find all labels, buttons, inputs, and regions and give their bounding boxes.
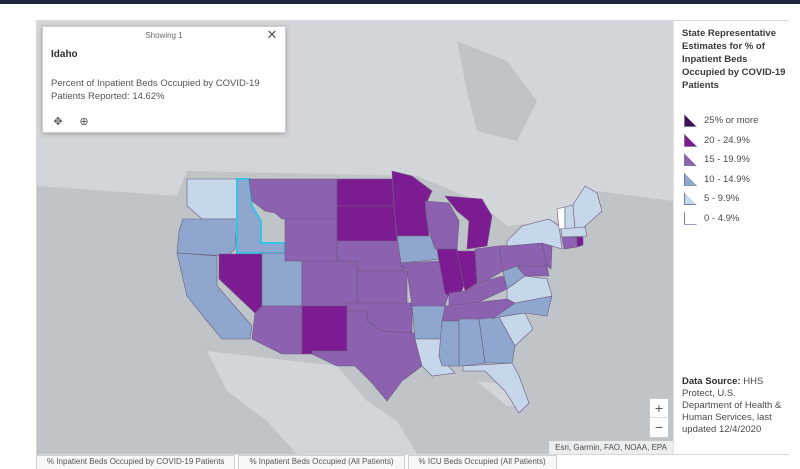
state-washington[interactable]: [186, 178, 238, 220]
dashboard-panel: Showing 1 ✕ Idaho Percent of Inpatient B…: [36, 20, 789, 455]
legend-swatch: [684, 172, 697, 186]
popup-header: Showing 1: [145, 31, 183, 40]
legend-label: 20 - 24.9%: [704, 134, 750, 146]
popup-body: Percent of Inpatient Beds Occupied by CO…: [51, 78, 260, 102]
legend-item: 15 - 19.9%: [684, 150, 758, 170]
legend-item: 0 - 4.9%: [684, 209, 758, 229]
state-massachusetts[interactable]: [560, 226, 588, 238]
state-montana[interactable]: [248, 178, 338, 220]
legend-swatch: [684, 211, 697, 225]
pan-to-icon[interactable]: ✥: [53, 116, 63, 128]
state-rhode-island[interactable]: [576, 236, 584, 248]
legend-swatch: [684, 192, 697, 206]
zoom-out-button[interactable]: −: [654, 419, 664, 435]
mexico-landmass: [207, 351, 417, 454]
map-attribution: Esri, Garmin, FAO, NOAA, EPA: [549, 441, 673, 454]
legend-label: 10 - 14.9%: [704, 173, 750, 185]
state-california[interactable]: [176, 252, 253, 340]
state-colorado[interactable]: [301, 260, 358, 307]
legend-item: 10 - 14.9%: [684, 170, 758, 190]
legend-swatch: [684, 153, 697, 167]
layer-tabs: % Inpatient Beds Occupied by COVID-19 Pa…: [36, 455, 560, 469]
state-north-dakota[interactable]: [336, 178, 395, 207]
state-arkansas[interactable]: [411, 305, 446, 340]
zoom-control: + −: [649, 398, 669, 438]
tab-all-inpatient[interactable]: % Inpatient Beds Occupied (All Patients): [238, 455, 405, 469]
data-source-label: Data Source:: [682, 376, 741, 387]
legend-title: State Representative Estimates for % of …: [682, 28, 786, 91]
state-michigan[interactable]: [444, 195, 493, 250]
state-texas[interactable]: [311, 310, 423, 402]
state-oregon[interactable]: [176, 218, 238, 257]
close-icon[interactable]: ✕: [266, 27, 278, 42]
legend-items: 25% or more 20 - 24.9% 15 - 19.9% 10 - 1…: [684, 111, 758, 228]
tab-covid-inpatient[interactable]: % Inpatient Beds Occupied by COVID-19 Pa…: [36, 455, 236, 469]
tab-icu-beds[interactable]: % ICU Beds Occupied (All Patients): [407, 455, 557, 469]
legend-swatch: [684, 114, 697, 128]
legend-panel: State Representative Estimates for % of …: [673, 21, 789, 454]
state-minnesota[interactable]: [391, 170, 433, 237]
data-source-text: HHS Protect, U.S. Department of Health &…: [682, 376, 782, 435]
hudson-bay: [457, 41, 537, 141]
legend-item: 25% or more: [684, 111, 758, 131]
legend-label: 0 - 4.9%: [704, 212, 740, 224]
zoom-in-button[interactable]: +: [650, 399, 668, 418]
map-view[interactable]: Showing 1 ✕ Idaho Percent of Inpatient B…: [37, 21, 673, 454]
state-maryland[interactable]: [516, 265, 550, 277]
legend-label: 5 - 9.9%: [704, 193, 740, 205]
top-bar: [0, 0, 800, 4]
feature-popup: Showing 1 ✕ Idaho Percent of Inpatient B…: [42, 26, 286, 133]
state-connecticut[interactable]: [561, 236, 578, 250]
state-south-dakota[interactable]: [336, 205, 398, 242]
state-new-york[interactable]: [506, 218, 563, 250]
state-ohio[interactable]: [474, 245, 504, 284]
data-source: Data Source: HHS Protect, U.S. Departmen…: [682, 376, 786, 436]
popup-title: Idaho: [51, 49, 78, 60]
state-utah[interactable]: [261, 252, 303, 307]
state-new-mexico[interactable]: [301, 305, 348, 355]
zoom-to-icon[interactable]: ⊕: [79, 116, 89, 128]
state-kansas[interactable]: [356, 270, 408, 304]
legend-item: 20 - 24.9%: [684, 131, 758, 151]
popup-toolbar: ✥ ⊕: [51, 115, 91, 129]
state-wyoming[interactable]: [284, 218, 338, 262]
legend-item: 5 - 9.9%: [684, 189, 758, 209]
state-arizona[interactable]: [251, 305, 303, 355]
state-florida[interactable]: [462, 362, 530, 414]
state-mississippi[interactable]: [438, 320, 460, 367]
legend-label: 25% or more: [704, 115, 759, 127]
state-alabama[interactable]: [458, 318, 486, 367]
legend-label: 15 - 19.9%: [704, 154, 750, 166]
legend-swatch: [684, 133, 697, 147]
